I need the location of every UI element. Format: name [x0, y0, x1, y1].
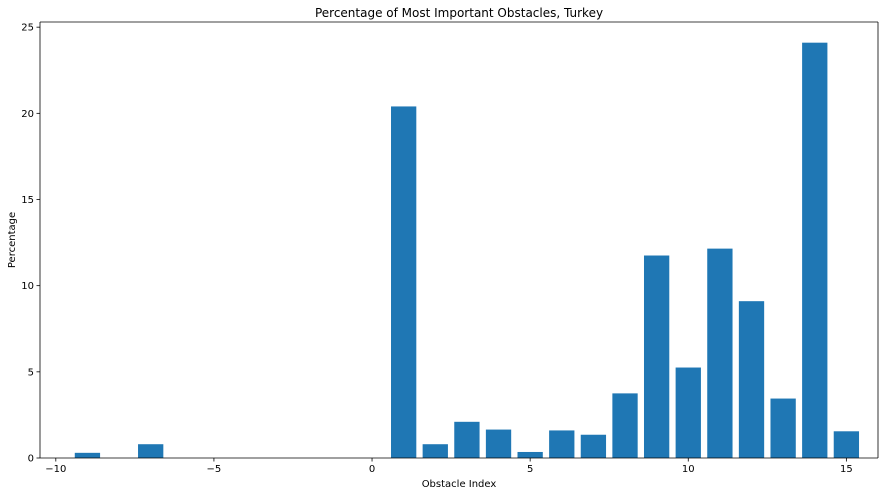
y-tick-label: 20	[21, 109, 34, 120]
x-tick-label: 10	[682, 464, 695, 475]
bar	[612, 393, 638, 458]
x-axis-label: Obstacle Index	[422, 479, 497, 490]
x-tick-label: 15	[840, 464, 853, 475]
bar	[580, 434, 607, 458]
ticks-layer: −10 −5 0 5 10 15 0 5 10 15 20 25	[21, 23, 852, 475]
bar	[391, 106, 417, 458]
bar	[485, 429, 512, 458]
y-tick-label: 0	[28, 454, 34, 465]
y-tick-label: 5	[28, 367, 34, 378]
axes-layer	[39, 21, 879, 459]
chart-title: Percentage of Most Important Obstacles, …	[315, 6, 603, 20]
x-tick-label: −5	[207, 464, 222, 475]
bar	[738, 301, 765, 458]
y-tick-label: 15	[21, 195, 34, 206]
bar	[549, 430, 575, 458]
bar	[770, 398, 796, 458]
bar	[454, 421, 480, 458]
bar	[833, 431, 860, 458]
y-axis-label: Percentage	[7, 212, 18, 268]
x-tick-label: 0	[369, 464, 375, 475]
bars-layer	[74, 42, 860, 459]
bar	[802, 42, 828, 459]
x-tick-label: −10	[45, 464, 66, 475]
bar	[707, 248, 733, 458]
x-tick-label: 5	[527, 464, 533, 475]
y-tick-label: 10	[21, 281, 34, 292]
bar	[74, 452, 101, 458]
bar	[138, 444, 164, 458]
bar	[517, 451, 543, 458]
bar	[643, 255, 670, 458]
bar	[675, 367, 701, 458]
y-tick-label: 25	[21, 23, 34, 34]
bar	[422, 444, 448, 458]
